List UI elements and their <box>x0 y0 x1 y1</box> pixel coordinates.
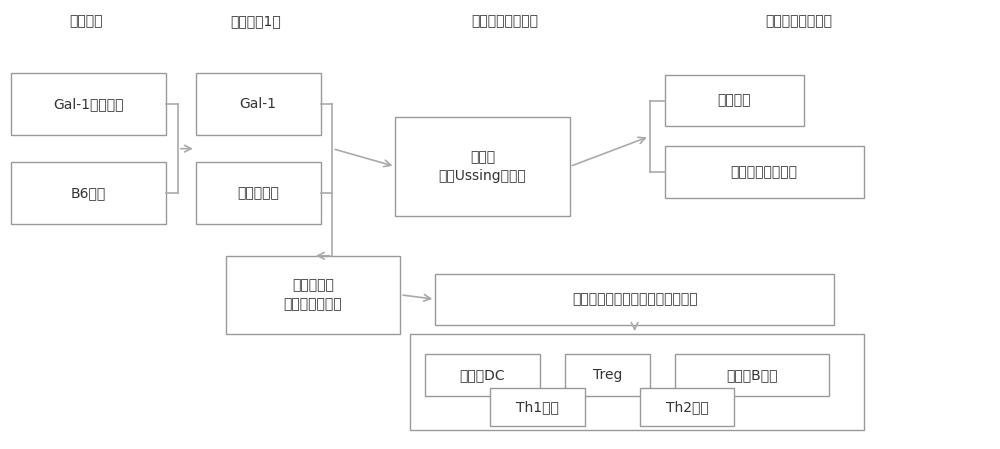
Bar <box>640 388 734 426</box>
Text: 腹腔注射1周: 腹腔注射1周 <box>230 14 281 28</box>
Text: 取小肠
装于Ussing室系统: 取小肠 装于Ussing室系统 <box>439 150 526 183</box>
Bar <box>11 162 166 224</box>
Text: 屏障功能测试装置: 屏障功能测试装置 <box>471 14 538 28</box>
Text: 测定上皮层通透性: 测定上皮层通透性 <box>731 165 798 179</box>
Text: Gal-1: Gal-1 <box>240 97 277 111</box>
Text: 用流式细胞术分析以下细胞的数量: 用流式细胞术分析以下细胞的数量 <box>572 292 697 306</box>
Bar <box>565 354 650 396</box>
Text: 耐受型DC: 耐受型DC <box>460 368 505 382</box>
Bar <box>410 334 864 430</box>
Bar <box>196 73 320 135</box>
Text: Treg: Treg <box>593 368 622 382</box>
Text: Th1细胞: Th1细胞 <box>516 400 559 414</box>
Text: Gal-1缺陷小鼠: Gal-1缺陷小鼠 <box>53 97 124 111</box>
Bar <box>490 388 585 426</box>
Bar <box>675 354 829 396</box>
Text: 耐受型B细胞: 耐受型B细胞 <box>726 368 778 382</box>
Text: 记录电导: 记录电导 <box>718 94 751 108</box>
Bar <box>226 256 400 334</box>
Text: 屏障功能测试指标: 屏障功能测试指标 <box>766 14 833 28</box>
Bar <box>11 73 166 135</box>
Bar <box>196 162 320 224</box>
Bar <box>665 75 804 126</box>
Bar <box>395 117 570 216</box>
Bar <box>425 354 540 396</box>
Text: 小鼠准备: 小鼠准备 <box>69 14 103 28</box>
Bar <box>435 273 834 325</box>
Text: Th2细胞: Th2细胞 <box>666 400 708 414</box>
Bar <box>665 146 864 198</box>
Text: 取整个肠段
分离单个核细胞: 取整个肠段 分离单个核细胞 <box>284 278 342 311</box>
Text: 或生理盐水: 或生理盐水 <box>237 186 279 200</box>
Text: B6小鼠: B6小鼠 <box>71 186 106 200</box>
